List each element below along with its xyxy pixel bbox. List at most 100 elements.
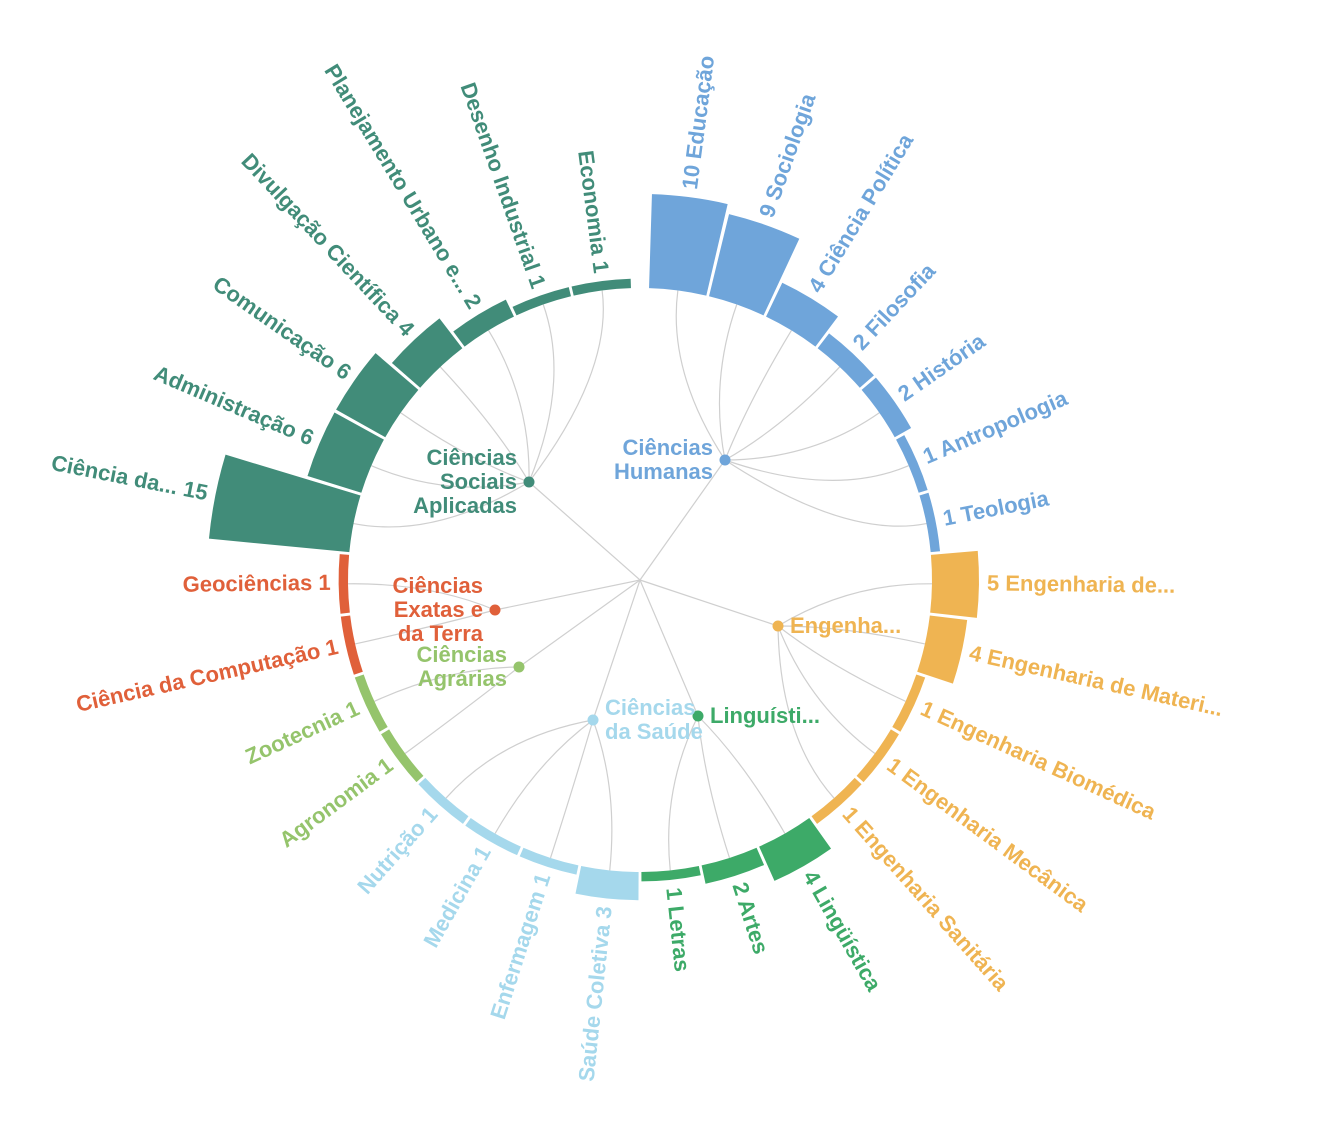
bar-label-cie-ncias-da-sau-de-1: Enfermagem 1 [485,870,555,1022]
category-label-cie-ncias-sociais-aplicadas: Ciências Sociais Aplicadas [413,445,517,518]
bar-cie-ncias-agra-rias-1[interactable] [354,674,388,732]
bar-label-lingui-sti-1: 2 Artes [727,879,773,957]
bar-label-cie-ncias-humanas-0: 10 Educação [677,54,719,191]
category-label-engenha: Engenha... [790,613,901,638]
bar-label-cie-ncias-exatas-e-da-terra-0: Ciência da Computação 1 [74,634,341,717]
bar-cie-ncias-humanas-6[interactable] [919,492,941,553]
bar-engenha-1[interactable] [917,615,968,684]
bar-cie-ncias-humanas-0[interactable] [649,194,728,296]
bar-label-lingui-sti-2: 1 Letras [661,886,695,973]
bar-lingui-sti-1[interactable] [701,847,765,884]
bar-label-cie-ncias-humanas-6: 1 Teologia [941,485,1052,530]
bar-label-cie-ncias-sociais-aplicadas-0: Ciência da... 15 [49,450,210,505]
bar-cie-ncias-exatas-e-da-terra-0[interactable] [340,615,363,675]
link-root-lingui-sti [639,579,699,717]
bar-cie-ncias-humanas-4[interactable] [861,377,912,438]
link-engenha-3 [777,625,876,754]
link-cie-ncias-agra-rias-1 [374,666,520,702]
link-root-cie-ncias-sociais-aplicadas [528,481,641,581]
link-cie-ncias-humanas-3 [724,366,841,461]
bar-label-cie-ncias-humanas-4: 2 História [893,328,990,406]
category-node-cie-ncias-agra-rias[interactable] [513,661,525,673]
link-root-engenha [639,579,779,627]
link-cie-ncias-sociais-aplicadas-3 [439,366,530,483]
bar-label-cie-ncias-da-sau-de-2: Medicina 1 [418,842,496,952]
link-root-cie-ncias-humanas [639,459,726,581]
link-cie-ncias-humanas-0 [675,290,726,461]
bar-lingui-sti-0[interactable] [759,817,832,881]
bar-cie-ncias-sociais-aplicadas-4[interactable] [453,299,514,347]
link-root-cie-ncias-agra-rias [518,579,641,668]
category-node-cie-ncias-da-sau-de[interactable] [587,714,599,726]
bar-cie-ncias-sociais-aplicadas-2[interactable] [336,353,419,438]
bar-label-cie-ncias-sociais-aplicadas-5: Desenho Industrial 1 [456,79,551,291]
link-lingui-sti-2 [668,715,699,871]
category-node-engenha[interactable] [772,620,784,632]
link-cie-ncias-humanas-5 [724,459,909,481]
link-cie-ncias-da-sau-de-1 [549,719,594,859]
link-cie-ncias-da-sau-de-2 [494,719,594,834]
bar-label-cie-ncias-humanas-3: 2 Filosofia [848,258,941,355]
category-node-cie-ncias-humanas[interactable] [719,454,731,466]
bar-cie-ncias-humanas-3[interactable] [817,333,874,388]
bar-label-cie-ncias-agra-rias-1: Zootecnia 1 [241,696,363,770]
link-cie-ncias-humanas-4 [724,412,880,461]
bar-label-cie-ncias-da-sau-de-0: Saúde Coletiva 3 [574,905,617,1083]
bar-cie-ncias-sociais-aplicadas-3[interactable] [391,318,463,388]
bar-engenha-4[interactable] [811,777,862,824]
bar-label-cie-ncias-sociais-aplicadas-2: Comunicação 6 [208,271,356,385]
bar-label-cie-ncias-sociais-aplicadas-6: Economia 1 [573,149,614,275]
bar-cie-ncias-sociais-aplicadas-0[interactable] [208,454,361,553]
category-node-lingui-sti[interactable] [692,710,704,722]
bar-engenha-2[interactable] [892,674,926,732]
category-label-cie-ncias-agra-rias: Ciências Agrárias [417,642,508,691]
link-cie-ncias-sociais-aplicadas-0 [353,481,530,528]
category-label-lingui-sti: Linguísti... [710,703,820,728]
bar-cie-ncias-humanas-2[interactable] [766,282,839,347]
link-cie-ncias-sociais-aplicadas-4 [488,330,530,483]
bar-label-cie-ncias-sociais-aplicadas-1: Administração 6 [150,360,317,450]
category-node-cie-ncias-sociais-aplicadas[interactable] [523,476,535,488]
bar-cie-ncias-da-sau-de-2[interactable] [465,817,521,856]
bar-cie-ncias-exatas-e-da-terra-1[interactable] [338,554,350,614]
bar-cie-ncias-sociais-aplicadas-1[interactable] [307,412,384,493]
bar-label-cie-ncias-exatas-e-da-terra-1: Geociências 1 [182,570,330,597]
category-node-cie-ncias-exatas-e-da-terra[interactable] [489,604,501,616]
bar-engenha-3[interactable] [856,729,899,783]
link-cie-ncias-exatas-e-da-terra-0 [354,609,496,645]
bar-cie-ncias-sociais-aplicadas-5[interactable] [512,287,571,316]
link-root-cie-ncias-da-sau-de [592,579,641,721]
category-label-cie-ncias-humanas: Ciências Humanas [614,435,713,484]
link-cie-ncias-agra-rias-0 [404,666,520,754]
category-layer: Ciências Humanas Engenha... Linguísti... Ciê… [393,435,902,744]
bar-cie-ncias-agra-rias-0[interactable] [381,729,424,783]
category-label-cie-ncias-exatas-e-da-terra: Ciências Exatas e da Terra [393,573,484,646]
bar-cie-ncias-da-sau-de-3[interactable] [418,777,469,824]
bar-cie-ncias-da-sau-de-1[interactable] [519,847,579,875]
bar-engenha-0[interactable] [930,550,979,618]
bar-label-cie-ncias-humanas-5: 1 Antropologia [919,385,1072,469]
bar-label-engenha-0: 5 Engenharia de... [987,570,1176,597]
bar-label-lingui-sti-0: 4 Lingüística [798,866,887,996]
bar-cie-ncias-humanas-1[interactable] [709,214,800,316]
link-lingui-sti-1 [697,715,731,859]
link-cie-ncias-sociais-aplicadas-6 [528,290,604,483]
link-engenha-1 [777,625,926,645]
bar-cie-ncias-sociais-aplicadas-6[interactable] [571,278,631,296]
link-cie-ncias-sociais-aplicadas-2 [400,412,530,483]
link-engenha-2 [777,625,906,702]
category-label-cie-ncias-da-sau-de: Ciências da Saúde [605,695,703,744]
link-cie-ncias-humanas-6 [724,459,927,527]
bar-cie-ncias-humanas-5[interactable] [896,435,928,493]
link-cie-ncias-humanas-1 [718,304,738,461]
bar-layer [208,194,979,901]
link-cie-ncias-humanas-2 [724,330,792,461]
link-cie-ncias-da-sau-de-0 [592,719,613,871]
bar-lingui-sti-2[interactable] [641,866,701,882]
link-lingui-sti-0 [697,715,786,834]
bar-label-cie-ncias-da-sau-de-3: Nutrição 1 [352,802,442,899]
link-root-cie-ncias-exatas-e-da-terra [494,579,641,611]
bar-label-cie-ncias-humanas-1: 9 Sociologia [754,89,821,220]
bar-cie-ncias-da-sau-de-0[interactable] [575,866,639,901]
